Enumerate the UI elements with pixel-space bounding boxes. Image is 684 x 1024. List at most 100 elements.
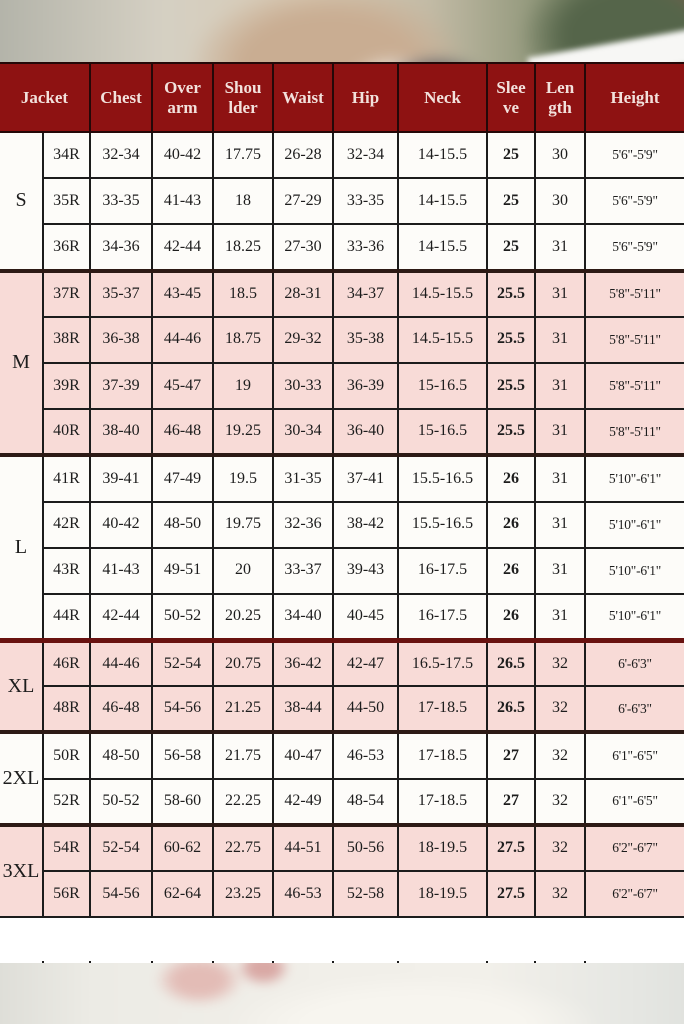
cell-chest: 37-39 bbox=[89, 361, 153, 411]
size-group-label: XL bbox=[0, 637, 44, 734]
jacket-size-chart-table: Jacket Chest Over arm Shou lder Waist Hip Neck… bbox=[0, 62, 684, 919]
cell-neck: 16-17.5 bbox=[397, 592, 488, 642]
cell-waist: 44-51 bbox=[272, 822, 334, 873]
table-row: S 34R 32-34 40-42 17.75 26-28 32-34 14-15.5 25 30… bbox=[0, 130, 684, 272]
cell-sleeve: 26 bbox=[486, 592, 536, 642]
cell-sleeve: 25 bbox=[486, 223, 536, 272]
cell-height: 5'10"-6'1" bbox=[584, 500, 684, 549]
cell-overarm: 43-45 bbox=[151, 268, 214, 318]
cell-sleeve: 27.5 bbox=[486, 869, 536, 919]
cell-height: 6'-6'3" bbox=[584, 685, 684, 734]
cell-chest: 35-37 bbox=[89, 268, 153, 318]
cell-shoulder: 20 bbox=[212, 546, 274, 595]
cell-overarm: 45-47 bbox=[151, 361, 214, 411]
cell-jacket: 34R bbox=[42, 130, 91, 180]
header-chest: Chest bbox=[89, 62, 153, 133]
cell-height: 6'-6'3" bbox=[584, 637, 684, 688]
cell-jacket: 44R bbox=[43, 592, 91, 642]
cell-shoulder: 19.5 bbox=[212, 453, 274, 503]
cell-chest: 36-38 bbox=[89, 315, 153, 364]
table-row: 36R 34-36 42-44 18.25 27-30 33-36 14-15.5 25 31 5… bbox=[0, 223, 684, 272]
cell-hip: 36-40 bbox=[332, 408, 399, 457]
cell-hip: 40-45 bbox=[332, 592, 399, 642]
cell-chest: 40-42 bbox=[89, 500, 153, 549]
cell-jacket: 39R bbox=[43, 361, 91, 411]
cell-waist: 29-32 bbox=[272, 315, 334, 364]
cell-sleeve: 25.5 bbox=[486, 361, 536, 411]
cell-neck: 15.5-16.5 bbox=[397, 453, 488, 503]
cell-chest: 39-41 bbox=[89, 453, 153, 503]
cell-sleeve: 25.5 bbox=[486, 408, 536, 457]
cell-sleeve: 26 bbox=[486, 546, 536, 595]
table-row: 38R 36-38 44-46 18.75 29-32 35-38 14.5-15.5 25.… bbox=[0, 315, 684, 364]
header-jacket: Jacket bbox=[0, 62, 91, 133]
cell-jacket: 46R bbox=[42, 637, 91, 688]
cell-jacket: 36R bbox=[43, 223, 91, 272]
cell-shoulder: 17.75 bbox=[212, 130, 274, 180]
cell-hip: 34-37 bbox=[332, 268, 399, 318]
cell-hip: 42-47 bbox=[332, 637, 399, 688]
cell-length: 31 bbox=[534, 268, 586, 318]
cell-chest: 32-34 bbox=[89, 130, 153, 180]
cell-hip: 36-39 bbox=[332, 361, 399, 411]
cell-height: 5'8"-5'11" bbox=[584, 268, 684, 318]
cell-waist: 31-35 bbox=[272, 453, 334, 503]
table-row: 39R 37-39 45-47 19 30-33 36-39 15-16.5 25.5 31 5'… bbox=[0, 361, 684, 411]
cell-height: 5'10"-6'1" bbox=[584, 592, 684, 642]
cell-chest: 46-48 bbox=[89, 685, 153, 734]
cell-shoulder: 22.75 bbox=[212, 822, 274, 873]
cell-overarm: 50-52 bbox=[151, 592, 214, 642]
cell-neck: 17-18.5 bbox=[397, 685, 488, 734]
cell-sleeve: 26 bbox=[486, 500, 536, 549]
cell-waist: 34-40 bbox=[272, 592, 334, 642]
cell-shoulder: 18.25 bbox=[212, 223, 274, 272]
cell-shoulder: 19.75 bbox=[212, 500, 274, 549]
cell-height: 6'2"-6'7" bbox=[584, 869, 684, 919]
cell-shoulder: 20.25 bbox=[212, 592, 274, 642]
cell-neck: 17-18.5 bbox=[397, 730, 488, 780]
cell-waist: 40-47 bbox=[272, 730, 334, 780]
cell-overarm: 54-56 bbox=[151, 685, 214, 734]
table-row: 2XL 50R 48-50 56-58 21.75 40-47 46-53 17-18.5 27… bbox=[0, 730, 684, 826]
cell-jacket: 37R bbox=[42, 268, 91, 318]
cell-length: 32 bbox=[534, 777, 586, 826]
cell-waist: 36-42 bbox=[272, 637, 334, 688]
blurred-suit-photo bbox=[0, 963, 684, 1024]
cell-waist: 46-53 bbox=[272, 869, 334, 919]
cell-jacket: 52R bbox=[43, 777, 91, 826]
cell-length: 32 bbox=[534, 637, 586, 688]
cell-height: 5'10"-6'1" bbox=[584, 546, 684, 595]
table-row: 48R 46-48 54-56 21.25 38-44 44-50 17-18.5 26.5 3… bbox=[0, 685, 684, 734]
header-overarm: Over arm bbox=[151, 62, 214, 133]
cell-hip: 52-58 bbox=[332, 869, 399, 919]
cell-jacket: 41R bbox=[42, 453, 91, 503]
cell-shoulder: 21.25 bbox=[212, 685, 274, 734]
cell-overarm: 46-48 bbox=[151, 408, 214, 457]
table-row: 43R 41-43 49-51 20 33-37 39-43 16-17.5 26 31 5'10… bbox=[0, 546, 684, 595]
cell-length: 30 bbox=[534, 130, 586, 180]
header-height: Height bbox=[584, 62, 684, 133]
cell-height: 5'8"-5'11" bbox=[584, 408, 684, 457]
cell-neck: 14.5-15.5 bbox=[397, 315, 488, 364]
cell-overarm: 62-64 bbox=[151, 869, 214, 919]
cell-hip: 33-36 bbox=[332, 223, 399, 272]
cell-hip: 33-35 bbox=[332, 177, 399, 226]
cell-neck: 18-19.5 bbox=[397, 869, 488, 919]
table-row: 3XL 54R 52-54 60-62 22.75 44-51 50-56 18-19.5 27… bbox=[0, 822, 684, 919]
cell-height: 6'1"-6'5" bbox=[584, 730, 684, 780]
cell-overarm: 42-44 bbox=[151, 223, 214, 272]
cell-length: 31 bbox=[534, 223, 586, 272]
table-row: 40R 38-40 46-48 19.25 30-34 36-40 15-16.5 25.5 3… bbox=[0, 408, 684, 457]
cell-shoulder: 18.5 bbox=[212, 268, 274, 318]
cell-sleeve: 25 bbox=[486, 177, 536, 226]
cell-sleeve: 25.5 bbox=[486, 315, 536, 364]
cell-waist: 33-37 bbox=[272, 546, 334, 595]
cell-height: 5'6"-5'9" bbox=[584, 177, 684, 226]
cell-length: 31 bbox=[534, 315, 586, 364]
cell-jacket: 54R bbox=[42, 822, 91, 873]
cell-sleeve: 27.5 bbox=[486, 822, 536, 873]
table-row: 42R 40-42 48-50 19.75 32-36 38-42 15.5-16.5 26 3… bbox=[0, 500, 684, 549]
cell-overarm: 60-62 bbox=[151, 822, 214, 873]
cell-neck: 16.5-17.5 bbox=[397, 637, 488, 688]
cell-chest: 41-43 bbox=[89, 546, 153, 595]
